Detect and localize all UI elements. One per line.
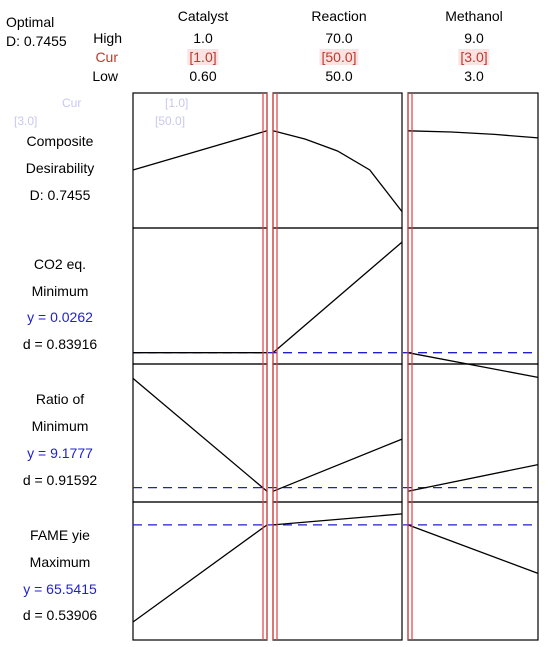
factor-name-methanol: Methanol	[445, 8, 503, 24]
optimal-label: Optimal	[6, 14, 55, 30]
response-1-y: y = 0.0262	[27, 309, 93, 325]
response-curve	[272, 130, 403, 212]
optimal-d-value: D: 0.7455	[6, 33, 67, 49]
response-curve	[407, 352, 539, 379]
response-0-line-0: Composite	[26, 133, 94, 149]
response-3-line-0: FAME yie	[30, 527, 90, 543]
response-curve	[407, 524, 539, 575]
factor-high-methanol: 9.0	[464, 30, 484, 46]
panel-frame	[407, 92, 539, 229]
response-3-y: y = 65.5415	[23, 581, 97, 597]
panel-frame	[407, 501, 539, 641]
panel-frame	[272, 227, 403, 365]
panel-frame	[407, 363, 539, 503]
ghost-value-1: [1.0]	[165, 96, 189, 110]
response-0-line-1: Desirability	[25, 160, 95, 176]
factor-high-reaction: 70.0	[325, 30, 353, 46]
factor-cur-catalyst: [1.0]	[187, 49, 219, 65]
panel-frame	[132, 501, 268, 641]
factor-high-catalyst: 1.0	[193, 30, 213, 46]
response-curve	[132, 524, 268, 623]
response-curve	[132, 377, 268, 492]
panel-frame	[132, 227, 268, 365]
response-1-line-0: CO2 eq.	[33, 256, 87, 272]
ghost-value-3: [50.0]	[155, 114, 186, 128]
response-1-line-1: Minimum	[31, 283, 89, 299]
response-3-line-1: Maximum	[29, 554, 91, 570]
panel-frame	[272, 92, 403, 229]
factor-low-catalyst: 0.60	[189, 68, 217, 84]
panel-frame	[407, 227, 539, 365]
response-curve	[272, 513, 403, 526]
response-2-y: y = 9.1777	[27, 445, 93, 461]
response-curve	[407, 463, 539, 492]
response-1-d: d = 0.83916	[22, 336, 98, 352]
response-0-line-2: D: 0.7455	[29, 187, 91, 203]
response-2-d: d = 0.91592	[22, 472, 98, 488]
factor-name-catalyst: Catalyst	[177, 8, 229, 24]
response-2-line-1: Minimum	[31, 418, 89, 434]
factor-name-reaction: Reaction	[311, 8, 367, 24]
response-curve	[272, 438, 403, 492]
response-2-line-0: Ratio of	[35, 391, 85, 407]
response-3-d: d = 0.53906	[22, 607, 98, 623]
response-curve	[272, 241, 403, 354]
panel-frame	[132, 92, 268, 229]
panel-frame	[272, 363, 403, 503]
response-curve	[407, 130, 539, 139]
factor-low-reaction: 50.0	[325, 68, 353, 84]
factor-low-methanol: 3.0	[464, 68, 484, 84]
row-label-cur: Cur	[95, 49, 118, 65]
factor-cur-reaction: [50.0]	[319, 49, 359, 65]
ghost-value-2: [3.0]	[14, 114, 38, 128]
response-curve	[132, 130, 268, 171]
panel-frame	[132, 363, 268, 503]
row-label-low: Low	[92, 68, 118, 84]
row-label-high: High	[93, 30, 122, 46]
ghost-cur-label: Cur	[62, 96, 82, 110]
factor-cur-methanol: [3.0]	[458, 49, 490, 65]
